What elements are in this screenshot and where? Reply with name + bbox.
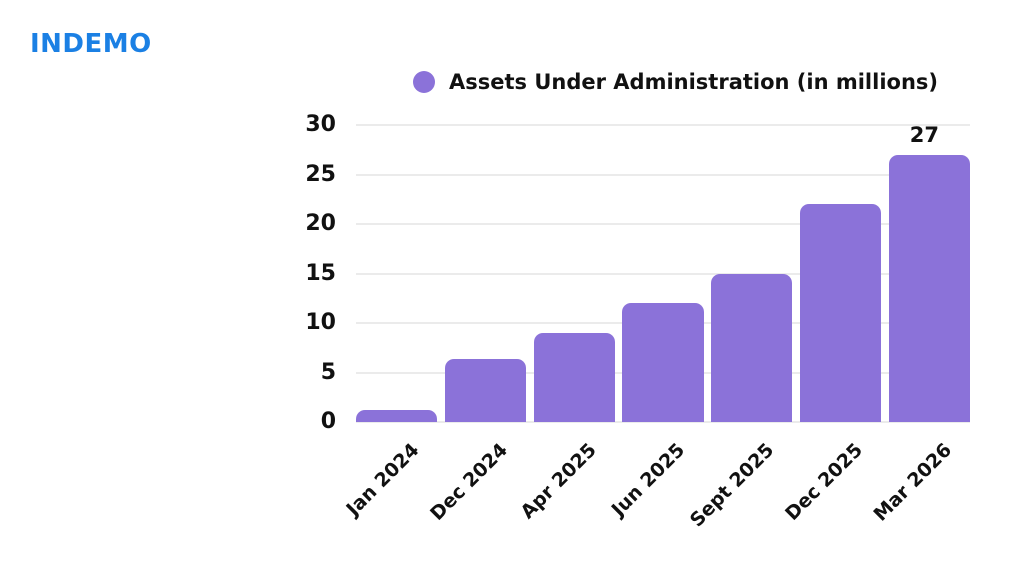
y-axis-label: 30 xyxy=(305,112,336,137)
legend-dot-icon xyxy=(413,71,435,93)
y-axis-label: 25 xyxy=(305,161,336,187)
gridline xyxy=(356,124,970,126)
indemo-logo: INDEMO xyxy=(30,29,152,59)
bar xyxy=(533,332,615,422)
y-axis-label: 10 xyxy=(305,310,336,335)
bar xyxy=(711,273,793,422)
gridline xyxy=(356,272,970,275)
bar-value-label: 27 xyxy=(909,122,939,147)
bar xyxy=(888,154,970,422)
y-axis-label: 20 xyxy=(305,211,336,236)
bar xyxy=(356,410,438,422)
gridline xyxy=(356,223,970,225)
bar xyxy=(444,358,526,422)
y-axis: 0 5 10 15 20 25 30 xyxy=(260,112,346,434)
bar xyxy=(622,303,704,422)
gridline xyxy=(356,173,970,176)
chart-legend: Assets Under Administration (in millions… xyxy=(413,70,938,94)
plot-area: Jan 2024 Dec 2024 Apr 2025 Jun 2025 Sept 202… xyxy=(342,122,970,531)
gridline xyxy=(356,421,970,423)
y-axis-label: 15 xyxy=(305,260,336,286)
bar xyxy=(800,204,882,422)
legend-label: Assets Under Administration (in millions… xyxy=(449,70,938,94)
y-axis-label: 5 xyxy=(320,359,336,385)
y-axis-label: 0 xyxy=(320,409,336,434)
